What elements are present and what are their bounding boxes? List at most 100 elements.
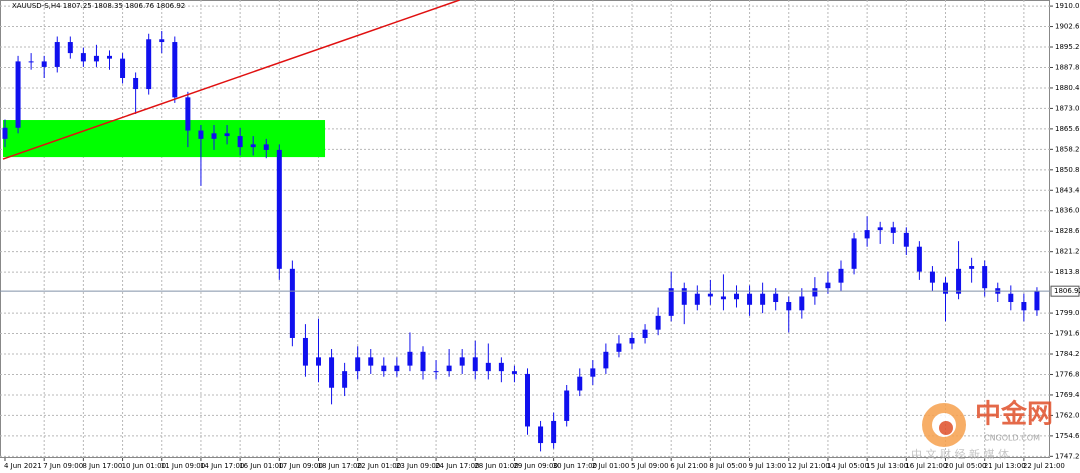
candle-body (1021, 302, 1027, 311)
watermark-brand: 中金网 (975, 399, 1053, 430)
candle-body (355, 357, 361, 372)
candle-body (838, 268, 844, 283)
y-tick-label: 1769.40 (1055, 391, 1080, 399)
y-tick-label: 1887.80 (1055, 63, 1080, 71)
y-tick-label: 1828.60 (1055, 227, 1080, 235)
y-tick-label: 1821.20 (1055, 248, 1080, 256)
candle-body (198, 130, 204, 139)
foreground-layer (0, 0, 1050, 452)
candle-body (67, 42, 73, 54)
candle-body (812, 288, 818, 297)
x-tick-label: 10 Jun 01:00 (122, 462, 166, 470)
candle-body (15, 61, 21, 128)
y-tick-label: 1902.60 (1055, 23, 1080, 31)
y-tick-label: 1813.80 (1055, 268, 1080, 276)
x-tick-label: 8 Jul 05:00 (709, 462, 747, 470)
candle-body (289, 268, 295, 338)
y-tick-label: 1858.20 (1055, 145, 1080, 153)
candle-body (1008, 293, 1014, 303)
y-tick-label: 1910.00 (1055, 2, 1080, 10)
x-tick-label: 29 Jun 09:00 (513, 462, 557, 470)
candle-body (825, 282, 831, 289)
watermark: 中金网 CNGOLD.COM 中 文 财 经 新 媒 体 (911, 399, 1053, 462)
x-tick-label: 16 Jul 21:00 (905, 462, 947, 470)
y-tick-label: 1762.00 (1055, 411, 1080, 419)
candle-body (943, 282, 948, 294)
x-tick-label: 22 Jun 01:00 (357, 462, 401, 470)
y-tick-label: 1850.80 (1055, 166, 1080, 174)
candle-body (773, 293, 779, 303)
candle-body (107, 55, 112, 59)
candle-body (890, 227, 896, 233)
x-tick-label: 18 Jun 17:00 (318, 462, 362, 470)
candle-body (120, 58, 126, 78)
candle-body (263, 144, 269, 150)
candle-body (133, 77, 139, 90)
y-tick-label: 1784.20 (1055, 350, 1080, 358)
x-tick-label: 4 Jun 2021 (4, 462, 42, 470)
candle-body (368, 357, 374, 366)
candle-body (302, 337, 308, 366)
candle-body (564, 390, 570, 421)
trendline (2, 0, 460, 160)
y-tick-label: 1776.80 (1055, 370, 1080, 378)
y-tick-label: 1895.20 (1055, 43, 1080, 51)
candle-body (276, 149, 282, 269)
candle-body (472, 357, 478, 372)
candle-body (250, 144, 256, 148)
candle-body (498, 362, 504, 372)
candle-body (760, 293, 766, 305)
candle-body (694, 293, 700, 305)
candle-body (80, 53, 86, 62)
watermark-site: CNGOLD.COM (984, 434, 1040, 443)
candle-body (851, 238, 857, 269)
candle-body (381, 365, 387, 372)
candle-body (877, 227, 883, 231)
x-tick-label: 8 Jun 17:00 (82, 462, 122, 470)
candle-body (394, 365, 400, 372)
candle-body (720, 296, 726, 300)
candle-body (211, 133, 217, 139)
x-tick-label: 15 Jul 13:00 (866, 462, 908, 470)
y-tick-label: 1754.60 (1055, 432, 1080, 440)
x-tick-label: 17 Jun 09:00 (278, 462, 322, 470)
x-tick-label: 12 Jul 21:00 (788, 462, 830, 470)
candle-body (929, 271, 935, 283)
candle-body (956, 268, 962, 294)
candle-body (734, 293, 739, 300)
candle-body (668, 288, 674, 316)
candle-body (538, 426, 544, 444)
candle-body (655, 315, 661, 330)
x-tick-label: 24 Jun 17:00 (435, 462, 479, 470)
candle-body (329, 357, 335, 388)
candle-body (159, 39, 165, 43)
candle-body (1034, 291, 1040, 311)
candle-body (2, 127, 8, 139)
candle-body (616, 343, 622, 352)
x-tick-label: 23 Jun 09:00 (396, 462, 440, 470)
chart-header: XAUUSD-S,H4 1807.25 1808.35 1806.76 1806… (12, 2, 185, 10)
candle-body (681, 288, 687, 305)
candle-body (146, 39, 152, 90)
candle-body (316, 357, 321, 366)
x-tick-label: 14 Jul 05:00 (827, 462, 869, 470)
candle-body (224, 133, 230, 137)
candle-body (551, 420, 557, 444)
y-tick-label: 1880.40 (1055, 84, 1080, 92)
candle-body (786, 302, 792, 311)
candle-body (629, 337, 635, 344)
x-tick-label: 2 Jul 01:00 (592, 462, 630, 470)
x-tick-label: 20 Jul 05:00 (945, 462, 987, 470)
candle-body (420, 351, 426, 372)
candle-body (237, 136, 243, 148)
y-tick-label: 1865.60 (1055, 125, 1080, 133)
candle-body (747, 293, 753, 305)
price-label-box (1050, 285, 1080, 297)
y-tick-label: 1747.20 (1055, 452, 1080, 460)
candle-body (799, 296, 805, 311)
x-tick-label: 28 Jun 01:00 (474, 462, 518, 470)
candle-body (485, 362, 491, 372)
x-tick-label: 30 Jun 17:00 (553, 462, 597, 470)
x-tick-label: 11 Jun 09:00 (161, 462, 205, 470)
